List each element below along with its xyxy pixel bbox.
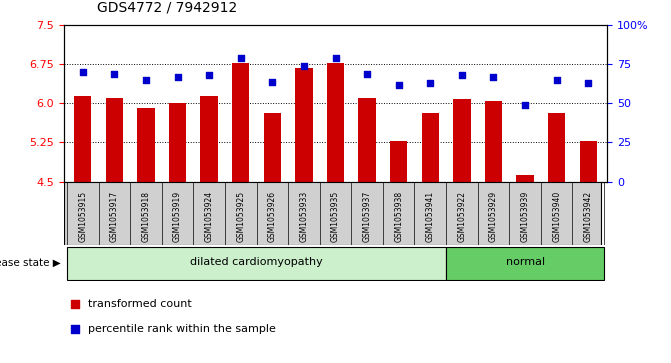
Point xyxy=(429,219,440,224)
Point xyxy=(267,79,278,85)
Text: disease state ▶: disease state ▶ xyxy=(0,257,60,268)
Point xyxy=(109,71,119,77)
Text: percentile rank within the sample: percentile rank within the sample xyxy=(88,324,276,334)
Text: transformed count: transformed count xyxy=(88,299,192,309)
Text: normal: normal xyxy=(505,257,545,268)
Bar xyxy=(485,101,502,182)
Text: GSM1053917: GSM1053917 xyxy=(110,191,119,242)
Point xyxy=(583,80,594,86)
Point xyxy=(236,55,246,61)
Bar xyxy=(137,107,154,182)
Text: GSM1053935: GSM1053935 xyxy=(331,191,340,242)
Bar xyxy=(232,63,250,182)
Text: GSM1053940: GSM1053940 xyxy=(552,191,561,242)
Bar xyxy=(105,98,123,182)
Bar xyxy=(446,247,604,280)
Text: GSM1053941: GSM1053941 xyxy=(426,191,435,242)
Bar xyxy=(67,247,446,280)
Text: dilated cardiomyopathy: dilated cardiomyopathy xyxy=(190,257,323,268)
Bar xyxy=(580,141,597,182)
Point xyxy=(172,74,183,80)
Text: GSM1053929: GSM1053929 xyxy=(489,191,498,242)
Point xyxy=(362,71,372,77)
Text: GSM1053937: GSM1053937 xyxy=(362,191,372,242)
Bar xyxy=(548,113,566,182)
Bar xyxy=(327,63,344,182)
Bar xyxy=(358,98,376,182)
Text: GSM1053924: GSM1053924 xyxy=(205,191,213,242)
Point xyxy=(204,73,215,78)
Text: GDS4772 / 7942912: GDS4772 / 7942912 xyxy=(97,0,238,15)
Point xyxy=(488,74,499,80)
Text: GSM1053915: GSM1053915 xyxy=(79,191,87,242)
Bar xyxy=(453,99,470,182)
Text: GSM1053925: GSM1053925 xyxy=(236,191,245,242)
Point xyxy=(77,69,88,75)
Text: GSM1053922: GSM1053922 xyxy=(458,191,466,242)
Text: GSM1053926: GSM1053926 xyxy=(268,191,277,242)
Bar xyxy=(201,95,218,182)
Bar xyxy=(264,113,281,182)
Point xyxy=(425,80,435,86)
Bar xyxy=(390,141,407,182)
Bar xyxy=(169,103,186,182)
Text: GSM1053938: GSM1053938 xyxy=(394,191,403,242)
Text: GSM1053918: GSM1053918 xyxy=(142,191,150,242)
Point xyxy=(456,73,467,78)
Text: GSM1053939: GSM1053939 xyxy=(521,191,529,242)
Bar xyxy=(517,175,534,182)
Text: GSM1053919: GSM1053919 xyxy=(173,191,182,242)
Point xyxy=(552,77,562,83)
Text: GSM1053933: GSM1053933 xyxy=(299,191,309,242)
Text: GSM1053942: GSM1053942 xyxy=(584,191,592,242)
Point xyxy=(140,77,151,83)
Bar xyxy=(74,95,91,182)
Point xyxy=(393,82,404,87)
Point xyxy=(330,55,341,61)
Bar xyxy=(421,113,439,182)
Bar xyxy=(295,68,313,182)
Point xyxy=(520,102,531,108)
Point xyxy=(299,63,309,69)
